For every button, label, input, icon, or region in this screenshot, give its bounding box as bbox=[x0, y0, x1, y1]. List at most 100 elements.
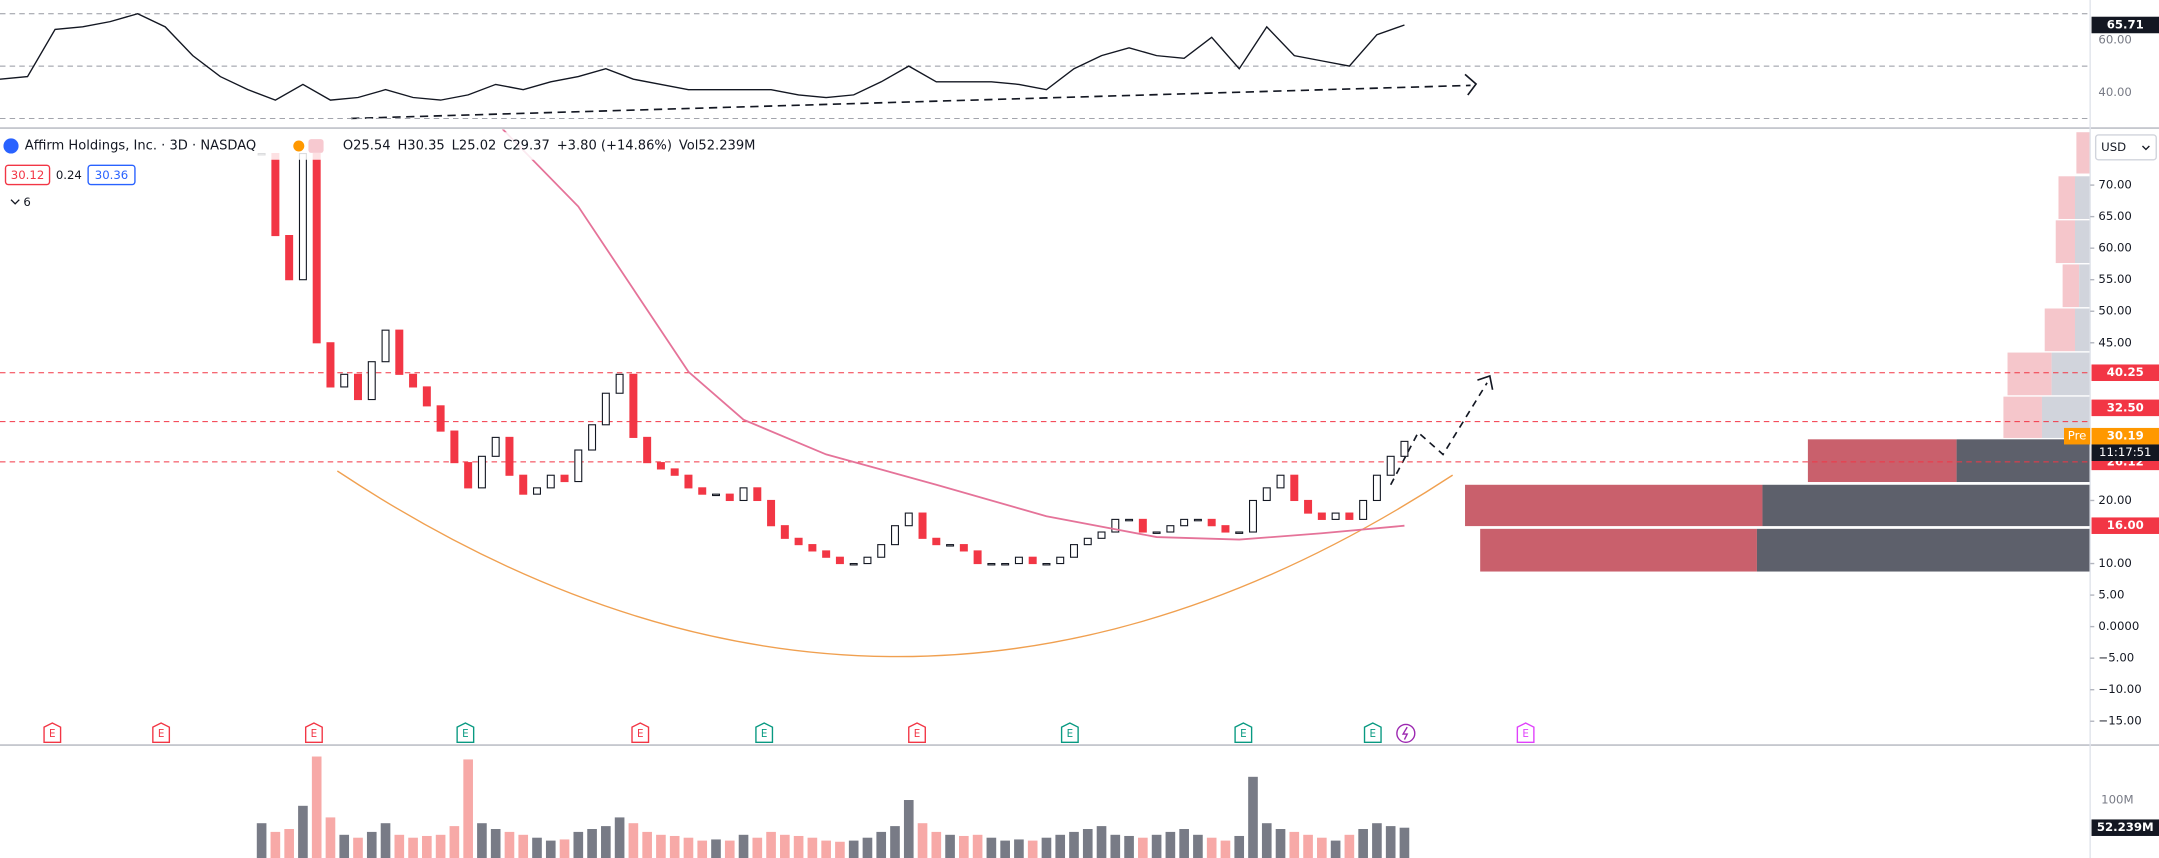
candle bbox=[395, 329, 404, 375]
candle bbox=[1069, 544, 1078, 558]
volume-bar bbox=[545, 840, 556, 858]
event-marker bbox=[631, 722, 650, 744]
volume-bar bbox=[353, 837, 363, 858]
event-label: E bbox=[49, 728, 56, 740]
candle bbox=[491, 436, 500, 457]
volume-bar bbox=[587, 829, 597, 858]
earnings-event[interactable]: E bbox=[908, 722, 926, 744]
candle bbox=[271, 153, 280, 237]
y-tick-label: 5.00 bbox=[2098, 588, 2124, 602]
volume-bar bbox=[1165, 831, 1176, 858]
candle bbox=[643, 436, 652, 464]
event-label: E bbox=[914, 728, 921, 740]
volume-bar bbox=[1275, 829, 1286, 858]
candle bbox=[285, 235, 294, 281]
volume-bar bbox=[1385, 826, 1396, 858]
profile-row bbox=[1465, 484, 1763, 527]
candle bbox=[904, 512, 913, 527]
volume-bar bbox=[284, 829, 294, 858]
volume-bar bbox=[256, 823, 267, 858]
volume-bar bbox=[793, 835, 804, 858]
volume-bar bbox=[366, 831, 377, 858]
earnings-event[interactable]: E bbox=[1234, 722, 1253, 744]
ohlc-value: Vol52.239M bbox=[679, 138, 756, 153]
volume-bar bbox=[463, 759, 473, 858]
earnings-event[interactable]: E bbox=[456, 722, 475, 744]
candle bbox=[1193, 518, 1202, 522]
candle bbox=[1235, 531, 1244, 534]
volume-bar bbox=[835, 841, 845, 858]
earnings-event[interactable]: E bbox=[1363, 722, 1382, 744]
candle bbox=[1221, 525, 1230, 533]
candle bbox=[1083, 537, 1092, 546]
earnings-event[interactable]: E bbox=[1060, 722, 1079, 744]
event-marker bbox=[304, 722, 323, 744]
volume-tick-label: 100M bbox=[2101, 793, 2133, 807]
price-line-badge-bg bbox=[2091, 364, 2159, 382]
candle bbox=[946, 544, 955, 547]
ohlc-legend: O25.54 H30.35 L25.02 C29.37 +3.80 (+14.86%) V… bbox=[343, 138, 756, 153]
candle bbox=[863, 556, 872, 565]
candle bbox=[381, 329, 390, 363]
collapse-chevron[interactable] bbox=[10, 199, 20, 205]
candle bbox=[698, 487, 707, 495]
volume-bar bbox=[1096, 826, 1107, 858]
earnings-event[interactable]: E bbox=[43, 722, 62, 744]
bid-box[interactable] bbox=[4, 164, 51, 186]
volume-bar bbox=[1303, 834, 1313, 858]
flag-icon[interactable] bbox=[308, 139, 324, 153]
candle bbox=[601, 392, 610, 426]
event-marker bbox=[456, 722, 475, 744]
indicator-count[interactable]: 6 bbox=[23, 195, 30, 209]
legend-bg bbox=[0, 132, 716, 160]
candle bbox=[588, 424, 597, 451]
ma-badge: 16.00 bbox=[2091, 517, 2159, 534]
market-status-icon[interactable] bbox=[293, 140, 305, 152]
profile-row bbox=[2079, 264, 2091, 308]
moving-average bbox=[501, 129, 1405, 541]
event-marker bbox=[1363, 722, 1382, 744]
volume-bar bbox=[477, 823, 487, 858]
candle bbox=[505, 436, 514, 476]
earnings-event[interactable]: E bbox=[755, 722, 774, 744]
earnings-event[interactable]: E bbox=[152, 722, 171, 744]
volume-bar bbox=[518, 834, 529, 858]
price-line-badge-bg bbox=[2091, 399, 2159, 417]
volume-bar bbox=[628, 823, 639, 858]
profile-row bbox=[1762, 484, 2091, 527]
earnings-event[interactable]: E bbox=[304, 722, 323, 744]
arrow-head bbox=[1464, 73, 1478, 96]
volume-bar bbox=[724, 840, 735, 858]
profile-row bbox=[2003, 396, 2042, 438]
candle bbox=[973, 550, 982, 565]
volume-bar bbox=[876, 831, 887, 858]
y-tick-label: 70.00 bbox=[2098, 178, 2131, 192]
volume-bar bbox=[738, 834, 749, 858]
volume-bar bbox=[1193, 834, 1203, 858]
earnings-event[interactable]: E bbox=[1516, 722, 1535, 744]
event-label: E bbox=[1370, 728, 1377, 740]
volume-bar bbox=[697, 840, 708, 858]
candle bbox=[436, 405, 445, 432]
event-label: E bbox=[1067, 728, 1074, 740]
volume-bar bbox=[325, 817, 336, 858]
event-marker bbox=[755, 722, 774, 744]
currency-dropdown[interactable] bbox=[2094, 134, 2157, 161]
volume-bar bbox=[435, 834, 446, 858]
volume-bar bbox=[1027, 840, 1038, 858]
candle bbox=[409, 373, 418, 388]
event-label: E bbox=[637, 728, 644, 740]
event-marker bbox=[908, 722, 926, 744]
volume-bar bbox=[1220, 840, 1231, 858]
volume-bar bbox=[862, 837, 873, 858]
candle bbox=[684, 474, 693, 489]
candle bbox=[464, 462, 473, 489]
price-axis: 70.00 65.00 60.00 55.00 50.00 45.00 20.00 10.00… bbox=[2063, 16, 2159, 836]
earnings-event[interactable]: E bbox=[631, 722, 650, 744]
ask-box[interactable] bbox=[87, 164, 136, 186]
volume-bar bbox=[780, 834, 790, 858]
dividend-icon bbox=[1401, 726, 1409, 740]
y-tick-label: 50.00 bbox=[2098, 304, 2131, 318]
price-line-badge: 32.50 bbox=[2091, 399, 2159, 417]
candle bbox=[1111, 518, 1120, 533]
